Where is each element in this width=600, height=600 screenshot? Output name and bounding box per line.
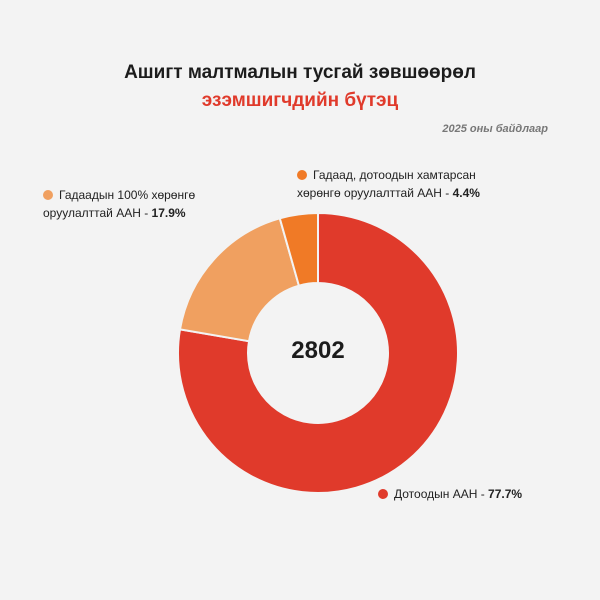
legend-dot-domestic (378, 489, 388, 499)
chart-subtitle: эзэмшигчдийн бүтэц (201, 90, 399, 111)
legend-domestic-label: Дотоодын ААН - (394, 487, 489, 501)
legend-foreign-value: 17.9% (151, 206, 186, 220)
legend-joint-value: 4.4% (452, 186, 480, 200)
legend-dot-foreign (43, 190, 53, 200)
slice-joint (278, 211, 319, 287)
legend-joint-line1: Гадаад, дотоодын хамтарсан (313, 168, 476, 182)
legend-item-joint: Гадаад, дотоодын хамтарсан хөрөнгө оруул… (297, 166, 480, 202)
legend-foreign-line1: Гадаадын 100% хөрөнгө (59, 188, 196, 202)
legend-foreign-line2: оруулалттай ААН - (43, 206, 152, 220)
legend-joint-line2: хөрөнгө оруулалттай ААН - (297, 186, 453, 200)
legend-item-domestic: Дотоодын ААН - 77.7% (378, 485, 522, 503)
legend-dot-joint (297, 170, 307, 180)
legend-item-foreign: Гадаадын 100% хөрөнгө оруулалттай ААН - … (43, 186, 195, 222)
date-note: 2025 оны байдлаар (442, 123, 548, 135)
legend-domestic-value: 77.7% (488, 487, 523, 501)
slice-domestic (177, 211, 459, 494)
slice-foreign (178, 217, 301, 343)
total-count: 2802 (291, 337, 345, 364)
chart-title: Ашигт малтмалын тусгай зөвшөөрөл (124, 62, 476, 83)
